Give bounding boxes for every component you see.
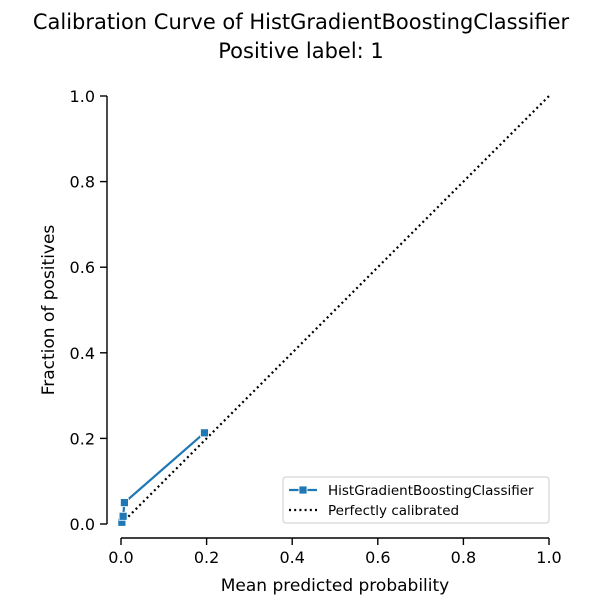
y-axis-label: Fraction of positives — [39, 225, 59, 396]
calibration-point — [120, 498, 129, 508]
chart-subtitle: Positive label: 1 — [218, 39, 384, 63]
legend-label-reference: Perfectly calibrated — [328, 503, 459, 519]
y-tick-label: 0.4 — [70, 344, 95, 363]
legend-marker-model — [298, 485, 308, 495]
x-tick-label: 0.4 — [279, 548, 304, 567]
x-tick-label: 0.0 — [108, 548, 133, 567]
x-tick-label: 0.8 — [451, 548, 476, 567]
calibration-curve-line — [120, 432, 206, 523]
chart-title: Calibration Curve of HistGradientBoostin… — [32, 10, 570, 34]
y-tick-label: 0.8 — [70, 173, 95, 192]
perfectly-calibrated-line — [120, 95, 550, 525]
y-tick-label: 0.6 — [70, 258, 95, 277]
legend-label-model: HistGradientBoostingClassifier — [328, 483, 534, 499]
x-tick-label: 0.6 — [365, 548, 390, 567]
y-tick-label: 0.2 — [70, 429, 95, 448]
legend-box — [282, 476, 550, 524]
x-tick-label: 1.0 — [536, 548, 561, 567]
y-tick-label: 1.0 — [70, 87, 95, 106]
x-tick-label: 0.2 — [194, 548, 219, 567]
y-tick-label: 0.0 — [70, 515, 95, 534]
calibration-point — [200, 428, 209, 438]
x-axis-label: Mean predicted probability — [221, 576, 449, 596]
calibration-point — [118, 511, 128, 521]
